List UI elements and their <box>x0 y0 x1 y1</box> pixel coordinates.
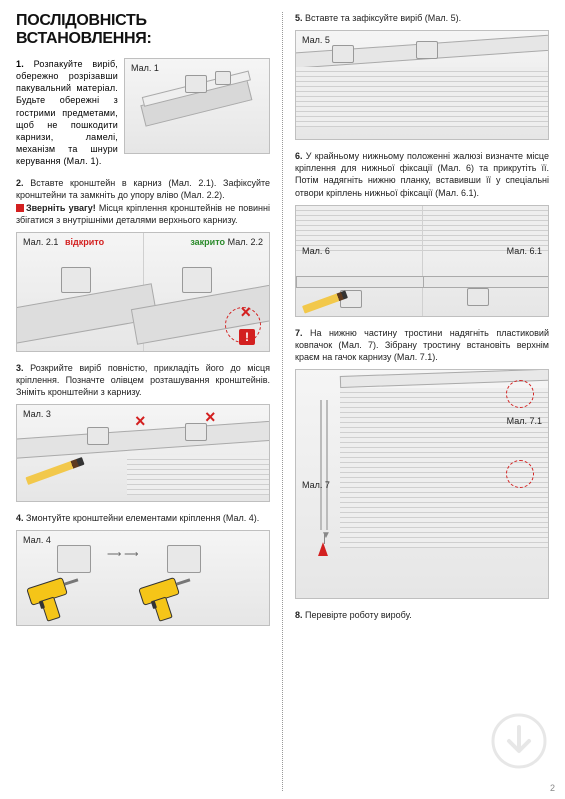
step-8-body: Перевірте роботу виробу. <box>305 610 412 620</box>
figure-2-1: Мал. 2.1 відкрито <box>17 233 144 351</box>
step-6-text: 6. У крайньому нижньому положенні жалюзі… <box>295 150 549 199</box>
step-4-text: 4. Змонтуйте кронштейни елементами кріпл… <box>16 512 270 524</box>
left-column: ПОСЛІДОВНІСТЬ ВСТАНОВЛЕННЯ: 1. Розпакуйт… <box>16 12 282 791</box>
step-7-body: На нижню частину тростини надягніть плас… <box>295 328 549 362</box>
figure-6: Мал. 6 Мал. 6.1 <box>295 205 549 317</box>
fig3-bracket2 <box>185 423 207 441</box>
figure-4: Мал. 4 ⟶ ⟶ <box>16 530 270 626</box>
step-3-body: Розкрийте виріб повністю, прикладіть йог… <box>16 363 270 397</box>
figure-5: Мал. 5 <box>295 30 549 140</box>
figure-6-left: Мал. 6 <box>296 206 423 316</box>
step-2-text: 2. Вставте кронштейн в карниз (Мал. 2.1)… <box>16 177 270 226</box>
figure-2-1-label: Мал. 2.1 <box>23 237 58 247</box>
figure-3-label: Мал. 3 <box>23 409 51 419</box>
fig3-pencil-icon <box>25 457 84 485</box>
figure-7-1-label: Мал. 7.1 <box>507 416 542 426</box>
figure-5-label: Мал. 5 <box>302 35 330 45</box>
figure-2-2-label: Мал. 2.2 <box>228 237 263 247</box>
step-1-text: 1. Розпакуйте виріб, обережно розрізавши… <box>16 58 124 167</box>
fig3-x1-icon: × <box>135 411 146 432</box>
figure-1: Мал. 1 <box>124 58 270 154</box>
fig3-slats <box>127 455 269 495</box>
step-7-text: 7. На нижню частину тростини надягніть п… <box>295 327 549 363</box>
fig4-screws: ⟶ ⟶ <box>107 549 138 560</box>
watermark-icon <box>491 713 547 769</box>
step-4-num: 4. <box>16 513 24 523</box>
fig61-clip <box>467 288 489 306</box>
fig6-bottomrail <box>296 276 436 288</box>
fig22-bracket <box>182 267 212 293</box>
step-5-num: 5. <box>295 13 303 23</box>
figure-4-label: Мал. 4 <box>23 535 51 545</box>
fig3-x2-icon: × <box>205 407 216 428</box>
step-6-body: У крайньому нижньому положенні жалюзі ви… <box>295 151 549 197</box>
warning-label: Зверніть увагу! <box>26 203 96 213</box>
step-1-body: Розпакуйте виріб, обережно розрізавши па… <box>16 59 118 166</box>
step-7-num: 7. <box>295 328 303 338</box>
figure-6-1-label: Мал. 6.1 <box>507 246 542 256</box>
step-1-num: 1. <box>16 59 24 69</box>
fig4-bracket1 <box>57 545 91 573</box>
fig7-circle-mid <box>506 460 534 488</box>
fig4-drill2-icon <box>132 572 198 627</box>
figure-2-2-closed: закрито <box>190 237 225 247</box>
figure-2-1-open: відкрито <box>65 237 104 247</box>
fig3-bracket1 <box>87 427 109 445</box>
fig22-alert-icon: ! <box>239 329 255 345</box>
fig7-tassel-icon <box>318 542 328 556</box>
figure-2: Мал. 2.1 відкрито закрито Мал. 2.2 × ! <box>16 232 270 352</box>
step-2-body: Вставте кронштейн в карниз (Мал. 2.1). З… <box>16 178 270 200</box>
step-8-text: 8. Перевірте роботу виробу. <box>295 609 549 621</box>
step-1-row: 1. Розпакуйте виріб, обережно розрізавши… <box>16 58 270 167</box>
fig22-x-icon: × <box>240 302 251 323</box>
warning-icon <box>16 204 24 212</box>
fig5-bracket1 <box>332 45 354 63</box>
right-column: 5. Вставте та зафіксуйте виріб (Мал. 5).… <box>283 12 549 791</box>
step-4-body: Змонтуйте кронштейни елементами кріпленн… <box>26 513 259 523</box>
figure-6-right: Мал. 6.1 <box>423 206 549 316</box>
page-title: ПОСЛІДОВНІСТЬ ВСТАНОВЛЕННЯ: <box>16 12 270 48</box>
step-3-text: 3. Розкрийте виріб повністю, прикладіть … <box>16 362 270 398</box>
fig1-bracket <box>185 75 207 93</box>
fig7-wand2 <box>326 400 328 530</box>
step-2-num: 2. <box>16 178 24 188</box>
figure-7-label: Мал. 7 <box>302 480 330 490</box>
page-number: 2 <box>550 783 555 793</box>
fig21-bracket <box>61 267 91 293</box>
figure-1-label: Мал. 1 <box>131 63 159 73</box>
figure-3: Мал. 3 × × <box>16 404 270 502</box>
fig1-bracket2 <box>215 71 231 85</box>
fig61-slats <box>423 206 549 251</box>
figure-6-label: Мал. 6 <box>302 246 330 256</box>
fig7-circle-top <box>506 380 534 408</box>
fig7-arrowhead: ▼ <box>321 530 331 541</box>
step-6-num: 6. <box>295 151 303 161</box>
figure-7: Мал. 7 Мал. 7.1 ▼ <box>295 369 549 599</box>
figure-2-2: закрито Мал. 2.2 × ! <box>144 233 270 351</box>
fig4-drill1-icon <box>20 572 86 627</box>
step-3-num: 3. <box>16 363 24 373</box>
fig4-bracket2 <box>167 545 201 573</box>
fig61-bottomrail <box>423 276 550 288</box>
fig6-slats <box>296 206 422 251</box>
step-8-num: 8. <box>295 610 303 620</box>
fig7-wand <box>320 400 322 530</box>
step-5-body: Вставте та зафіксуйте виріб (Мал. 5). <box>305 13 461 23</box>
step-5-text: 5. Вставте та зафіксуйте виріб (Мал. 5). <box>295 12 549 24</box>
fig5-slats <box>296 67 548 127</box>
fig5-bracket2 <box>416 41 438 59</box>
page: ПОСЛІДОВНІСТЬ ВСТАНОВЛЕННЯ: 1. Розпакуйт… <box>0 0 565 799</box>
